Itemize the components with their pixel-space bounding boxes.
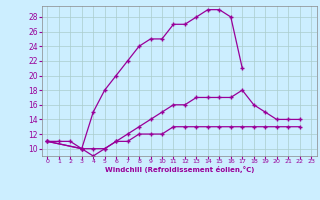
X-axis label: Windchill (Refroidissement éolien,°C): Windchill (Refroidissement éolien,°C) (105, 166, 254, 173)
